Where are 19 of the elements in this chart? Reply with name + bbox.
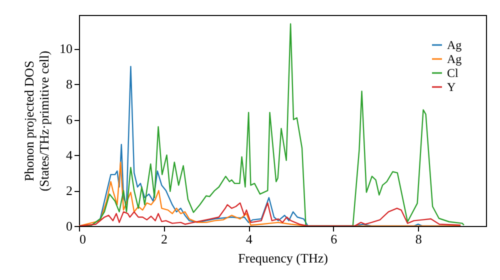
- y-tick-label: 0: [66, 218, 72, 234]
- x-tick-label: 6: [330, 232, 338, 246]
- y-tick-label: 10: [60, 41, 72, 56]
- x-tick-label: 8: [415, 232, 422, 246]
- legend-label: Ag: [447, 52, 462, 66]
- y-tick-label: 8: [66, 76, 72, 92]
- x-tick-label: 2: [161, 232, 168, 246]
- legend-label: Y: [447, 80, 456, 94]
- x-tick-label: 4: [246, 232, 253, 246]
- y-tick-label: 6: [66, 112, 73, 128]
- y-tick-label: 2: [66, 183, 72, 198]
- y-axis-title: Phonon projected DOS (States/THz·primitive cell): [22, 50, 52, 192]
- y-tick-label: 4: [66, 148, 73, 163]
- line-series: [79, 162, 462, 226]
- legend-label: Ag: [447, 38, 462, 52]
- line-series: [79, 202, 462, 226]
- x-tick-label: 0: [80, 232, 86, 246]
- x-axis-title: Frequency (THz): [238, 250, 328, 266]
- legend-label: Cl: [447, 66, 460, 80]
